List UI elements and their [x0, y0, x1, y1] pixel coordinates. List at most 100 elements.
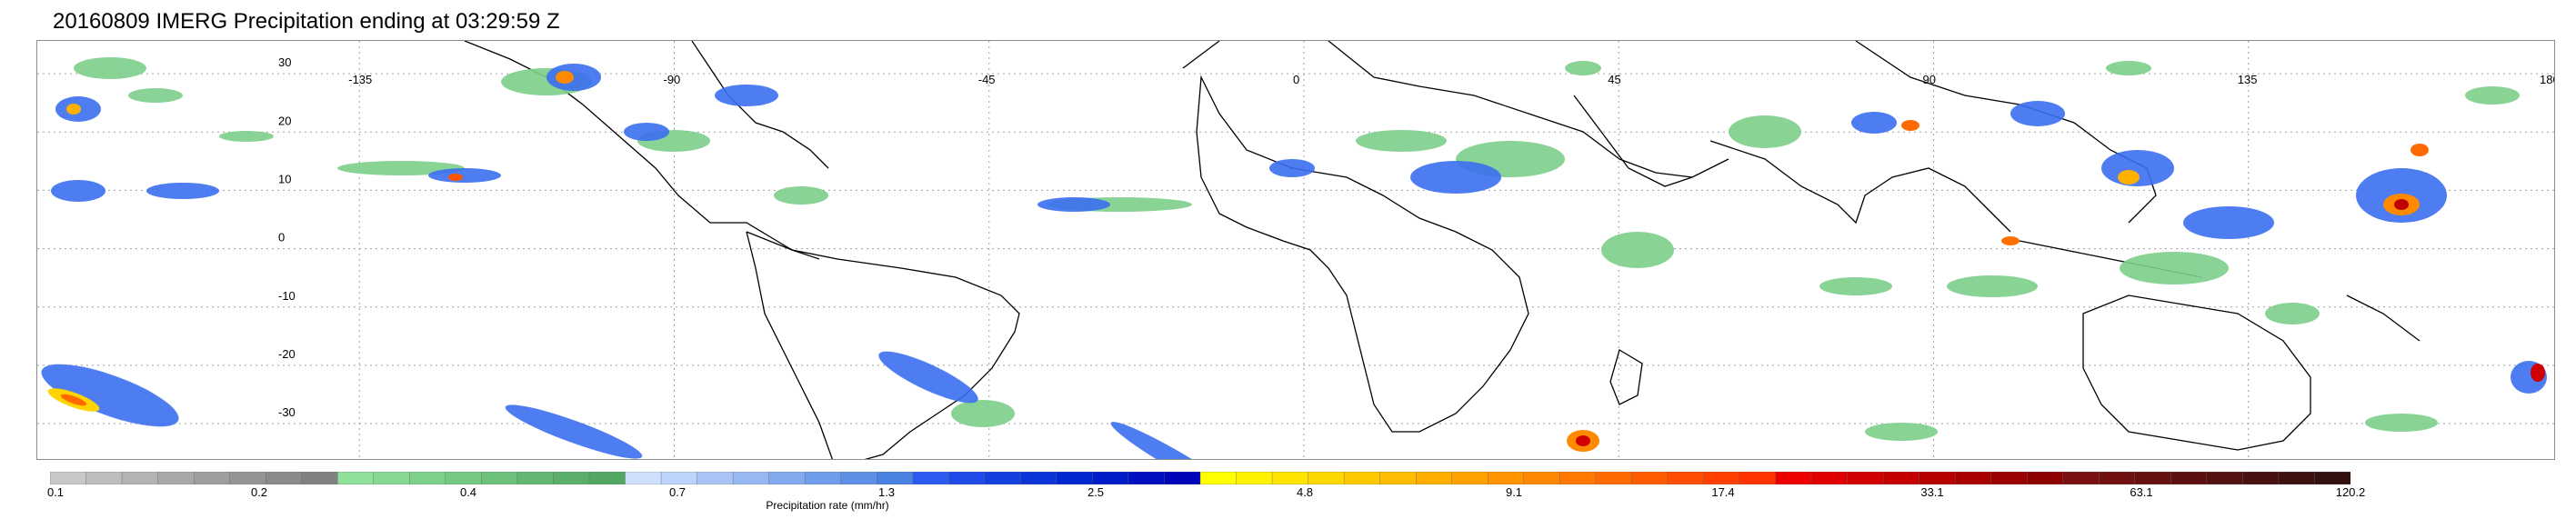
colorbar-swatch — [2278, 472, 2316, 484]
colorbar-swatch — [409, 472, 446, 484]
colorbar-label: Precipitation rate (mm/hr) — [766, 499, 889, 512]
colorbar-swatch — [265, 472, 303, 484]
colorbar-tick-label: 9.1 — [1505, 485, 1523, 499]
colorbar-swatch — [732, 472, 770, 484]
longitude-label: 0 — [1293, 73, 1299, 86]
colorbar-tick-label: 0.2 — [250, 485, 268, 499]
longitude-label: 45 — [1608, 73, 1620, 86]
colorbar — [50, 472, 2350, 484]
longitude-label: 90 — [1923, 73, 1936, 86]
colorbar-swatch — [840, 472, 877, 484]
colorbar-swatch — [1559, 472, 1597, 484]
colorbar-swatch — [984, 472, 1022, 484]
colorbar-swatch — [660, 472, 698, 484]
map-canvas: -135 -90 -45 0 45 90 135 180 30 20 10 0 -10 -20 -30 — [37, 41, 2555, 459]
colorbar-swatch — [229, 472, 266, 484]
colorbar-swatch — [1990, 472, 2028, 484]
colorbar-swatch — [1631, 472, 1669, 484]
colorbar-tick-label: 0.7 — [668, 485, 687, 499]
longitude-label: -45 — [978, 73, 996, 86]
colorbar-swatch — [445, 472, 483, 484]
colorbar-swatch — [1919, 472, 1956, 484]
colorbar-swatch — [1488, 472, 1525, 484]
colorbar-swatch — [1595, 472, 1633, 484]
map-gridlines — [37, 41, 2554, 459]
colorbar-swatch — [481, 472, 518, 484]
colorbar-swatch — [1343, 472, 1381, 484]
latitude-label: 10 — [278, 172, 291, 185]
colorbar-tick-label: 33.1 — [1920, 485, 1944, 499]
colorbar-swatch — [2062, 472, 2100, 484]
colorbar-swatch — [301, 472, 338, 484]
colorbar-swatch — [625, 472, 662, 484]
colorbar-tick-label: 1.3 — [877, 485, 896, 499]
colorbar-swatch — [1847, 472, 1884, 484]
longitude-labels: -135 -90 -45 0 45 90 135 180 — [348, 73, 2555, 86]
precipitation-cells — [41, 57, 2547, 459]
colorbar-swatch — [1379, 472, 1417, 484]
colorbar-swatch — [373, 472, 411, 484]
colorbar-tick-label: 2.5 — [1087, 485, 1105, 499]
colorbar-swatch — [804, 472, 842, 484]
colorbar-swatch — [877, 472, 914, 484]
colorbar-swatch — [50, 472, 87, 484]
colorbar-swatch — [157, 472, 195, 484]
colorbar-swatch — [1810, 472, 1849, 484]
colorbar-swatch — [2027, 472, 2064, 484]
colorbar-swatch — [768, 472, 806, 484]
colorbar-swatch — [1128, 472, 1166, 484]
latitude-label: 0 — [278, 231, 285, 245]
colorbar-swatch — [1703, 472, 1740, 484]
colorbar-swatch — [2314, 472, 2350, 484]
longitude-label: 180 — [2540, 73, 2555, 86]
colorbar-swatch — [1271, 472, 1309, 484]
colorbar-swatch — [588, 472, 626, 484]
latitude-label: 20 — [278, 114, 291, 127]
longitude-label: 135 — [2238, 73, 2258, 86]
colorbar-swatch — [1451, 472, 1488, 484]
colorbar-swatch — [2099, 472, 2136, 484]
colorbar-swatch — [2134, 472, 2172, 484]
colorbar-swatch — [697, 472, 734, 484]
colorbar-swatch — [1164, 472, 1201, 484]
latitude-label: 30 — [278, 55, 291, 69]
colorbar-swatch — [1092, 472, 1129, 484]
colorbar-swatches — [50, 472, 2350, 484]
colorbar-swatch — [337, 472, 375, 484]
colorbar-swatch — [1775, 472, 1812, 484]
colorbar-swatch — [516, 472, 555, 484]
precipitation-map: -135 -90 -45 0 45 90 135 180 30 20 10 0 -10 -20 -30 — [36, 40, 2555, 460]
colorbar-swatch — [1523, 472, 1561, 484]
colorbar-swatch — [1056, 472, 1094, 484]
colorbar-swatch — [1954, 472, 1992, 484]
latitude-labels: 30 20 10 0 -10 -20 -30 — [278, 55, 296, 419]
colorbar-tick-label: 0.1 — [46, 485, 65, 499]
colorbar-swatch — [2206, 472, 2244, 484]
colorbar-swatch — [948, 472, 986, 484]
colorbar-swatch — [2170, 472, 2208, 484]
colorbar-swatch — [121, 472, 159, 484]
colorbar-swatch — [1415, 472, 1453, 484]
colorbar-swatch — [2242, 472, 2280, 484]
colorbar-swatch — [553, 472, 590, 484]
colorbar-tick-label: 63.1 — [2130, 485, 2153, 499]
longitude-label: -135 — [348, 73, 372, 86]
latitude-label: -30 — [278, 405, 296, 419]
colorbar-tick-label: 0.4 — [459, 485, 477, 499]
longitude-label: -90 — [664, 73, 681, 86]
colorbar-swatch — [1199, 472, 1238, 484]
colorbar-swatch — [1739, 472, 1777, 484]
colorbar-tick-label: 17.4 — [1711, 485, 1735, 499]
coastlines — [464, 41, 2421, 459]
colorbar-swatch — [1667, 472, 1705, 484]
latitude-label: -10 — [278, 289, 296, 303]
colorbar-swatch — [85, 472, 123, 484]
colorbar-swatch — [912, 472, 949, 484]
colorbar-swatch — [1020, 472, 1057, 484]
colorbar-swatch — [193, 472, 231, 484]
map-title: 20160809 IMERG Precipitation ending at 0… — [53, 9, 560, 34]
colorbar-tick-labels: 0.1 0.2 0.4 0.7 1.3 2.5 4.8 9.1 17.4 33.1 63.1 120.… — [0, 485, 2576, 504]
colorbar-swatch — [1236, 472, 1273, 484]
colorbar-tick-label: 4.8 — [1296, 485, 1314, 499]
latitude-label: -20 — [278, 347, 296, 361]
